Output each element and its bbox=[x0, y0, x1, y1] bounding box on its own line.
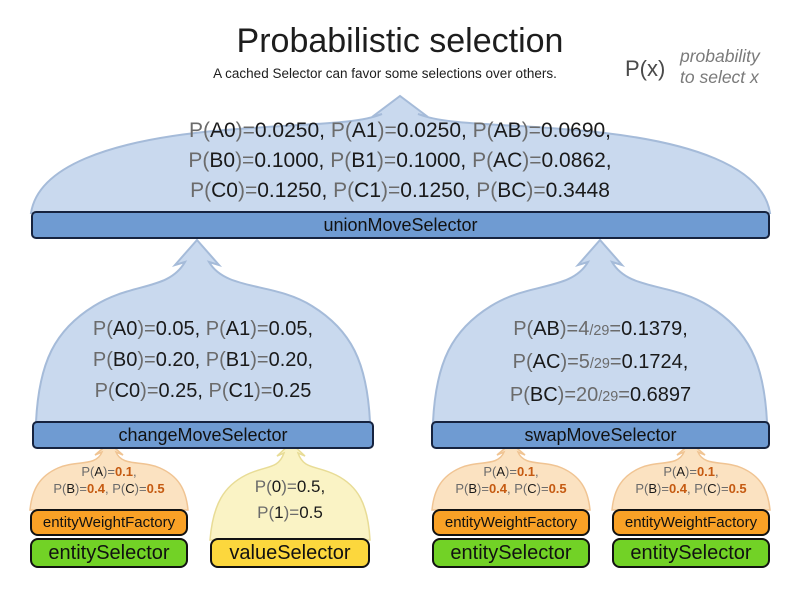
swap-probabilities: P(AB)=4/29=0.1379, P(AC)=5/29=0.1724, P(… bbox=[431, 314, 770, 413]
entity-selector-bar-1: entitySelector bbox=[30, 538, 188, 568]
entity-weight-probabilities-3: P(A)=0.1, P(B)=0.4, P(C)=0.5 bbox=[612, 463, 770, 497]
legend-description-line1: probability bbox=[680, 46, 760, 66]
prob-line: P(B)=0.4, P(C)=0.5 bbox=[53, 481, 165, 496]
value-selector-bar: valueSelector bbox=[210, 538, 370, 568]
legend-description-line2: to select x bbox=[680, 67, 759, 87]
prob-line: P(B)=0.4, P(C)=0.5 bbox=[455, 481, 567, 496]
entity-selector-bar-3: entitySelector bbox=[612, 538, 770, 568]
swap-dome-shape bbox=[431, 238, 769, 423]
prob-line: P(A0)=0.05, P(A1)=0.05, bbox=[92, 318, 314, 340]
prob-line: P(0)=0.5, bbox=[254, 477, 326, 496]
value-probabilities: P(0)=0.5, P(1)=0.5 bbox=[210, 474, 370, 526]
prob-line: P(A)=0.1, bbox=[483, 464, 539, 479]
prob-line: P(C0)=0.25, P(C1)=0.25 bbox=[94, 380, 312, 402]
union-move-selector-bar: unionMoveSelector bbox=[31, 211, 770, 239]
prob-line: P(A)=0.1, bbox=[663, 464, 719, 479]
legend-description: probability to select x bbox=[680, 46, 760, 88]
swap-move-selector-bar: swapMoveSelector bbox=[431, 421, 770, 449]
entity-weight-probabilities-1: P(A)=0.1, P(B)=0.4, P(C)=0.5 bbox=[30, 463, 188, 497]
entity-weight-factory-bar-2: entityWeightFactory bbox=[432, 509, 590, 536]
entity-selector-bar-2: entitySelector bbox=[432, 538, 590, 568]
change-move-selector-bar: changeMoveSelector bbox=[32, 421, 374, 449]
legend-symbol: P(x) bbox=[625, 56, 666, 81]
prob-line: P(C0)=0.1250, P(C1)=0.1250, P(BC)=0.3448 bbox=[190, 179, 610, 202]
page-title: Probabilistic selection bbox=[236, 22, 564, 60]
entity-weight-probabilities-2: P(A)=0.1, P(B)=0.4, P(C)=0.5 bbox=[432, 463, 590, 497]
prob-line: P(B0)=0.1000, P(B1)=0.1000, P(AC)=0.0862… bbox=[188, 149, 612, 172]
prob-line: P(AC)=5/29=0.1724, bbox=[512, 351, 689, 373]
page-subtitle: A cached Selector can favor some selecti… bbox=[213, 66, 557, 81]
union-probabilities: P(A0)=0.0250, P(A1)=0.0250, P(AB)=0.0690… bbox=[100, 116, 700, 206]
entity-weight-dome-shape-1 bbox=[29, 442, 189, 511]
entity-weight-factory-bar-3: entityWeightFactory bbox=[612, 509, 770, 536]
prob-line: P(A0)=0.0250, P(A1)=0.0250, P(AB)=0.0690… bbox=[188, 119, 612, 142]
prob-line: P(AB)=4/29=0.1379, bbox=[513, 318, 688, 340]
prob-line: P(B)=0.4, P(C)=0.5 bbox=[635, 481, 747, 496]
union-dome-shape bbox=[29, 94, 772, 214]
prob-line: P(1)=0.5 bbox=[257, 503, 323, 522]
change-probabilities: P(A0)=0.05, P(A1)=0.05, P(B0)=0.20, P(B1… bbox=[33, 314, 373, 407]
entity-weight-factory-bar-1: entityWeightFactory bbox=[30, 509, 188, 536]
prob-line: P(BC)=20/29=0.6897 bbox=[509, 384, 692, 406]
value-dome-shape bbox=[209, 441, 371, 541]
change-dome-shape bbox=[34, 238, 372, 423]
prob-line: P(B0)=0.20, P(B1)=0.20, bbox=[92, 349, 314, 371]
prob-line: P(A)=0.1, bbox=[81, 464, 137, 479]
